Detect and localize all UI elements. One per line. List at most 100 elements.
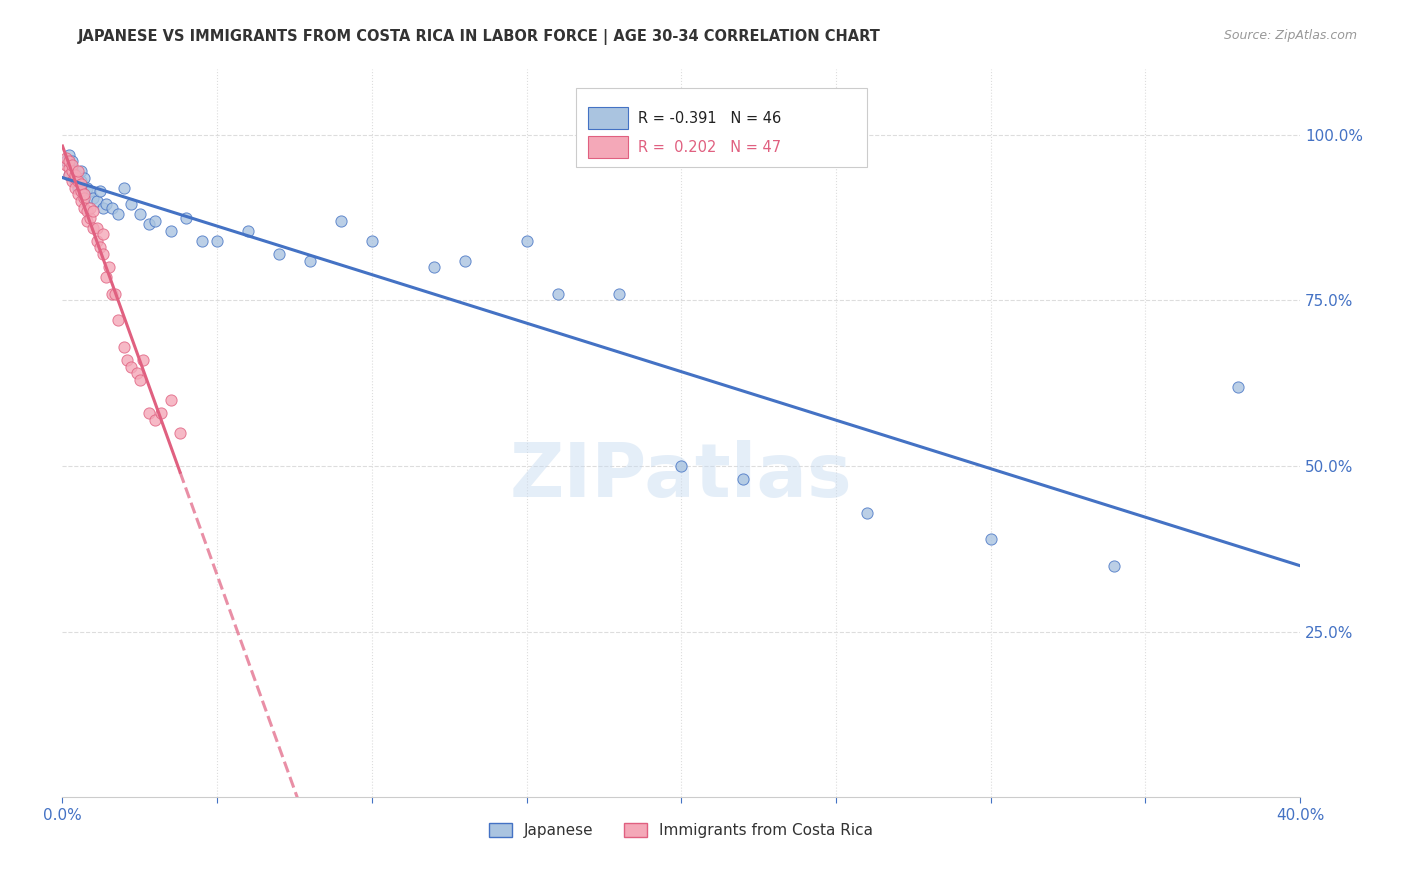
Point	[79, 211, 101, 225]
Point	[73, 191, 96, 205]
Text: R =  0.202   N = 47: R = 0.202 N = 47	[638, 140, 782, 154]
Point	[120, 197, 142, 211]
Point	[76, 214, 98, 228]
Point	[138, 217, 160, 231]
Point	[454, 253, 477, 268]
Point	[82, 204, 104, 219]
Point	[55, 158, 77, 172]
Point	[58, 161, 80, 175]
Point	[76, 181, 98, 195]
Point	[107, 207, 129, 221]
Point	[101, 286, 124, 301]
Point	[190, 234, 212, 248]
FancyBboxPatch shape	[576, 88, 868, 167]
Point	[159, 392, 181, 407]
Point	[66, 181, 89, 195]
Point	[205, 234, 228, 248]
Point	[60, 164, 83, 178]
Point	[138, 406, 160, 420]
Point	[70, 184, 93, 198]
Point	[66, 174, 89, 188]
Point	[150, 406, 173, 420]
Point	[609, 286, 631, 301]
Point	[73, 170, 96, 185]
Point	[58, 154, 80, 169]
Point	[73, 187, 96, 202]
Point	[117, 353, 139, 368]
Point	[733, 472, 755, 486]
Point	[70, 174, 93, 188]
Point	[82, 191, 104, 205]
Point	[63, 168, 86, 182]
Point	[55, 154, 77, 169]
Point	[91, 227, 114, 242]
Point	[1227, 379, 1250, 393]
Point	[267, 247, 290, 261]
Point	[79, 201, 101, 215]
Point	[125, 367, 148, 381]
Point	[174, 211, 197, 225]
Point	[128, 373, 150, 387]
Point	[298, 253, 321, 268]
Point	[97, 260, 120, 275]
Point	[143, 413, 166, 427]
Point	[112, 340, 135, 354]
Point	[60, 158, 83, 172]
Point	[79, 184, 101, 198]
Point	[980, 532, 1002, 546]
Point	[329, 214, 352, 228]
Point	[60, 174, 83, 188]
Point	[112, 181, 135, 195]
Point	[423, 260, 446, 275]
Text: R = -0.391   N = 46: R = -0.391 N = 46	[638, 111, 782, 126]
Point	[60, 154, 83, 169]
Point	[76, 204, 98, 219]
Point	[89, 184, 111, 198]
Point	[86, 194, 108, 208]
Point	[66, 168, 89, 182]
Point	[360, 234, 382, 248]
Point	[107, 313, 129, 327]
Point	[58, 168, 80, 182]
Point	[63, 170, 86, 185]
Point	[89, 240, 111, 254]
Point	[60, 161, 83, 175]
Point	[66, 164, 89, 178]
Point	[55, 151, 77, 165]
Point	[169, 425, 191, 440]
Point	[128, 207, 150, 221]
Point	[58, 168, 80, 182]
Point	[91, 247, 114, 261]
Point	[86, 234, 108, 248]
Point	[1104, 558, 1126, 573]
Bar	[589, 136, 628, 158]
Point	[66, 187, 89, 202]
Point	[70, 194, 93, 208]
Point	[143, 214, 166, 228]
Point	[671, 459, 693, 474]
Point	[104, 286, 127, 301]
Point	[70, 164, 93, 178]
Point	[516, 234, 538, 248]
Point	[82, 220, 104, 235]
Point	[70, 178, 93, 192]
Point	[94, 197, 117, 211]
Point	[91, 201, 114, 215]
Point	[547, 286, 569, 301]
Text: Source: ZipAtlas.com: Source: ZipAtlas.com	[1223, 29, 1357, 42]
Point	[58, 147, 80, 161]
Bar	[589, 107, 628, 129]
Point	[73, 201, 96, 215]
Point	[86, 220, 108, 235]
Point	[101, 201, 124, 215]
Point	[94, 270, 117, 285]
Text: JAPANESE VS IMMIGRANTS FROM COSTA RICA IN LABOR FORCE | AGE 30-34 CORRELATION CH: JAPANESE VS IMMIGRANTS FROM COSTA RICA I…	[77, 29, 880, 45]
Point	[63, 174, 86, 188]
Point	[120, 359, 142, 374]
Text: ZIPatlas: ZIPatlas	[510, 441, 852, 513]
Point	[63, 168, 86, 182]
Point	[236, 224, 259, 238]
Legend: Japanese, Immigrants from Costa Rica: Japanese, Immigrants from Costa Rica	[482, 817, 880, 845]
Point	[856, 506, 879, 520]
Point	[159, 224, 181, 238]
